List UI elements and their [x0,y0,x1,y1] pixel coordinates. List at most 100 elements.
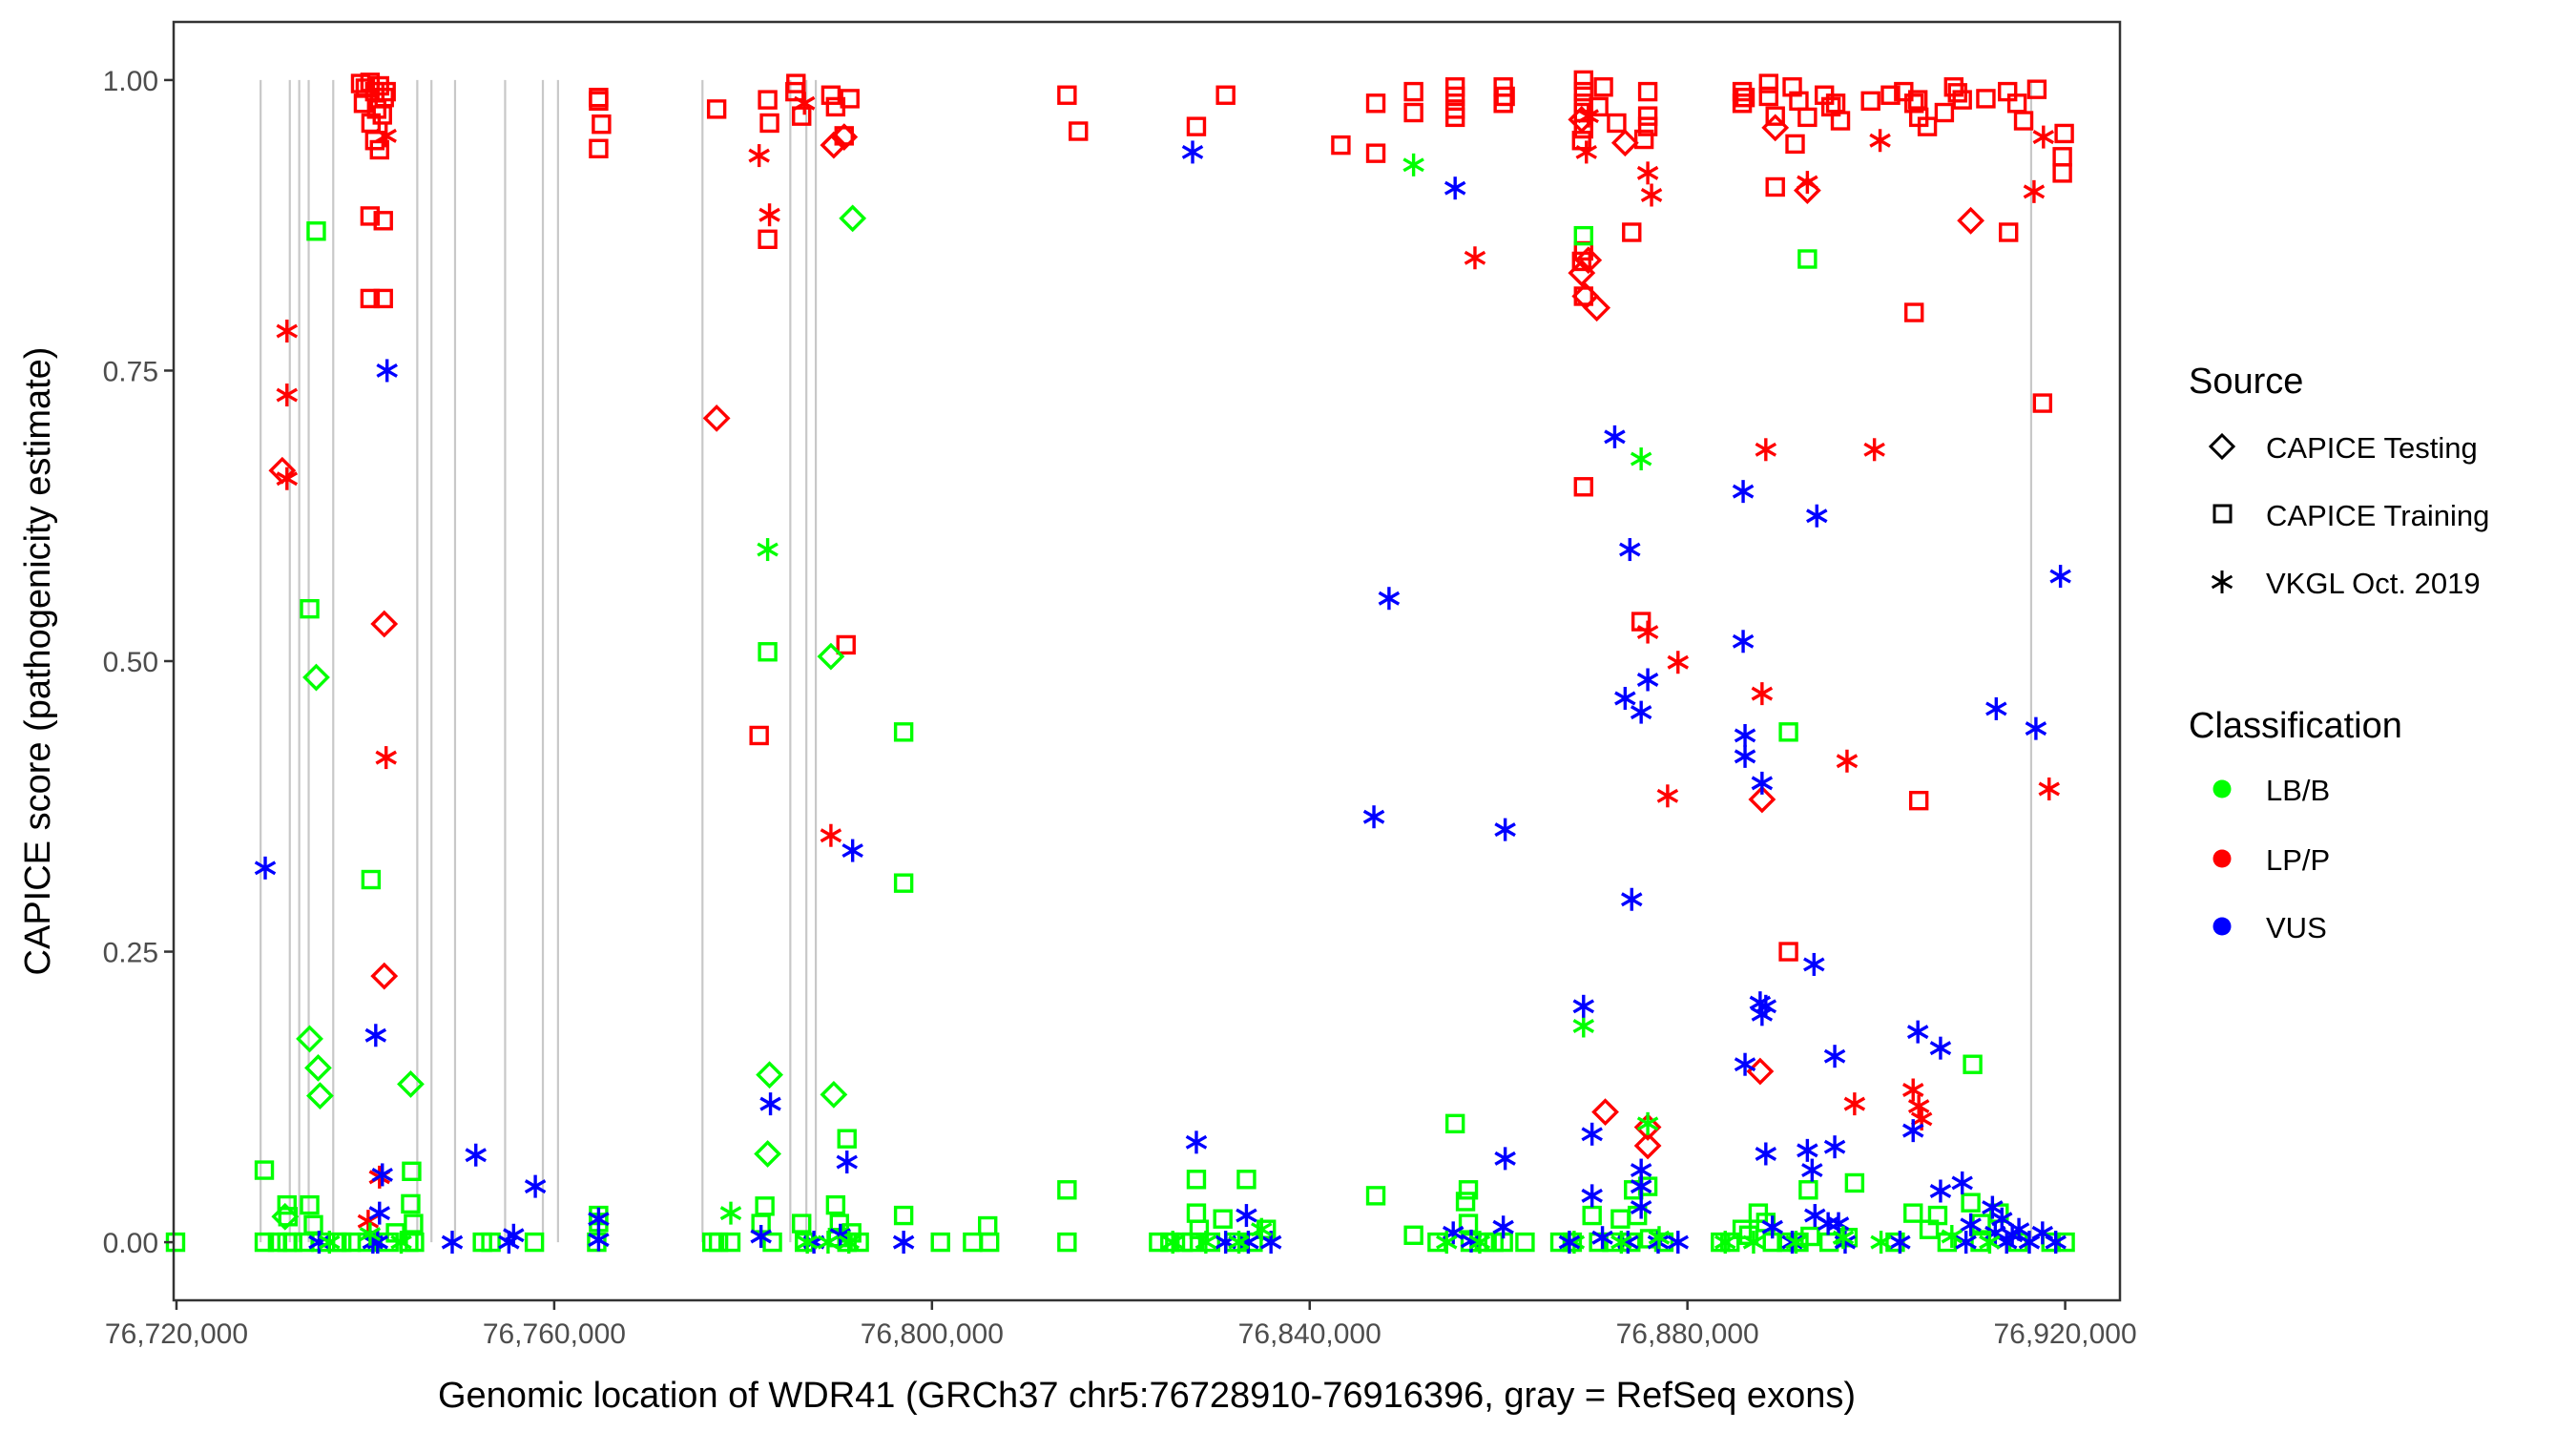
point-square [1628,1205,1648,1226]
point-square [821,85,841,105]
x-tick-label: 76,720,000 [105,1318,248,1350]
point-asterisk [1575,140,1597,164]
point-square [1160,1232,1180,1253]
point-square [1215,85,1236,105]
point-asterisk [1185,1130,1208,1154]
point-asterisk [1621,887,1643,911]
red-dot-icon [2212,849,2232,868]
point-asterisk [1870,1231,1892,1255]
point-square [1365,93,1386,114]
point-diamond [302,663,330,692]
point-asterisk [836,1151,858,1174]
point-asterisk [757,538,779,562]
point-square [1186,1170,1207,1190]
point-square [1758,86,1778,107]
point-asterisk [1614,686,1636,710]
diamond-icon [2208,432,2236,461]
point-asterisk [2025,716,2047,740]
point-asterisk [276,467,299,490]
point-asterisk [1362,805,1385,829]
x-tick-label: 76,800,000 [861,1318,1004,1350]
point-asterisk [1572,994,1595,1018]
point-square [1622,222,1642,242]
point-square [1484,1232,1504,1253]
point-asterisk [1955,1231,1977,1255]
point-diamond [1574,246,1603,275]
point-square [1758,73,1778,93]
point-square [589,138,609,158]
point-square [1593,77,1613,97]
point-square [360,206,381,226]
point-asterisk [1402,153,1424,176]
point-asterisk [1444,176,1466,200]
point-asterisk [1494,1147,1516,1171]
point-asterisk [1995,1231,2018,1255]
x-tick-label: 76,880,000 [1616,1318,1759,1350]
point-square [792,106,812,126]
point-square [1403,81,1423,102]
point-square [524,1232,545,1253]
y-tick-label: 0.75 [103,356,158,387]
point-diamond [1583,294,1611,322]
point-asterisk [1985,696,2007,720]
point-asterisk [276,384,299,407]
point-asterisk [254,856,277,880]
point-asterisk [319,1231,341,1255]
point-square [405,1232,425,1253]
point-asterisk [1581,1122,1603,1146]
point-asterisk [793,92,816,115]
point-square [1927,1205,1948,1226]
point-asterisk [1755,994,1777,1018]
point-square [2054,123,2074,144]
point-square [1200,1232,1221,1253]
point-asterisk [524,1174,547,1198]
point-asterisk [1901,1119,1924,1143]
point-square [1904,93,1924,114]
point-square [837,1129,857,1149]
point-asterisk [1785,1231,1807,1255]
point-square [1917,116,1938,136]
point-square [759,113,779,134]
point-asterisk [2045,1231,2067,1255]
point-square [1785,134,1805,155]
point-square [1057,1232,1077,1253]
point-asterisk [1630,700,1652,724]
point-asterisk [1464,246,1486,270]
point-square [1961,1192,1981,1213]
point-square [589,91,609,112]
point-square [792,1213,812,1234]
point-square [402,1161,422,1181]
point-square [1444,107,1465,128]
point-square [1720,1232,1740,1253]
legend-item-lp-p: LP/P [2212,843,2330,877]
point-square [1797,107,1818,128]
point-diamond [1633,1131,1662,1160]
point-asterisk [1378,587,1401,611]
point-asterisk [1181,140,1204,164]
point-asterisk [588,1228,610,1252]
point-diamond [370,610,399,638]
point-square [1069,121,1089,141]
x-tick-label: 76,840,000 [1238,1318,1381,1350]
point-asterisk [1901,1078,1924,1102]
point-asterisk [1636,668,1659,692]
y-tick-label: 0.00 [103,1228,158,1259]
point-diamond [830,123,859,152]
point-square [1458,1213,1479,1234]
legend: Source CAPICE Testing CAPICE Training VK… [2189,362,2489,944]
point-asterisk [1906,1020,1929,1044]
point-asterisk [1667,1231,1690,1255]
point-square [930,1232,950,1253]
point-diamond [1591,1098,1619,1127]
point-asterisk [359,1222,382,1246]
point-square [1735,87,1755,108]
point-asterisk [1797,171,1818,195]
y-tick-label: 0.50 [103,647,158,678]
point-asterisk [2038,778,2061,800]
point-asterisk [1781,1231,1803,1255]
point-square [1257,1219,1277,1239]
point-asterisk [1630,1195,1652,1219]
point-square [1633,129,1654,150]
point-square [1331,135,1351,156]
point-diamond [754,1140,781,1168]
